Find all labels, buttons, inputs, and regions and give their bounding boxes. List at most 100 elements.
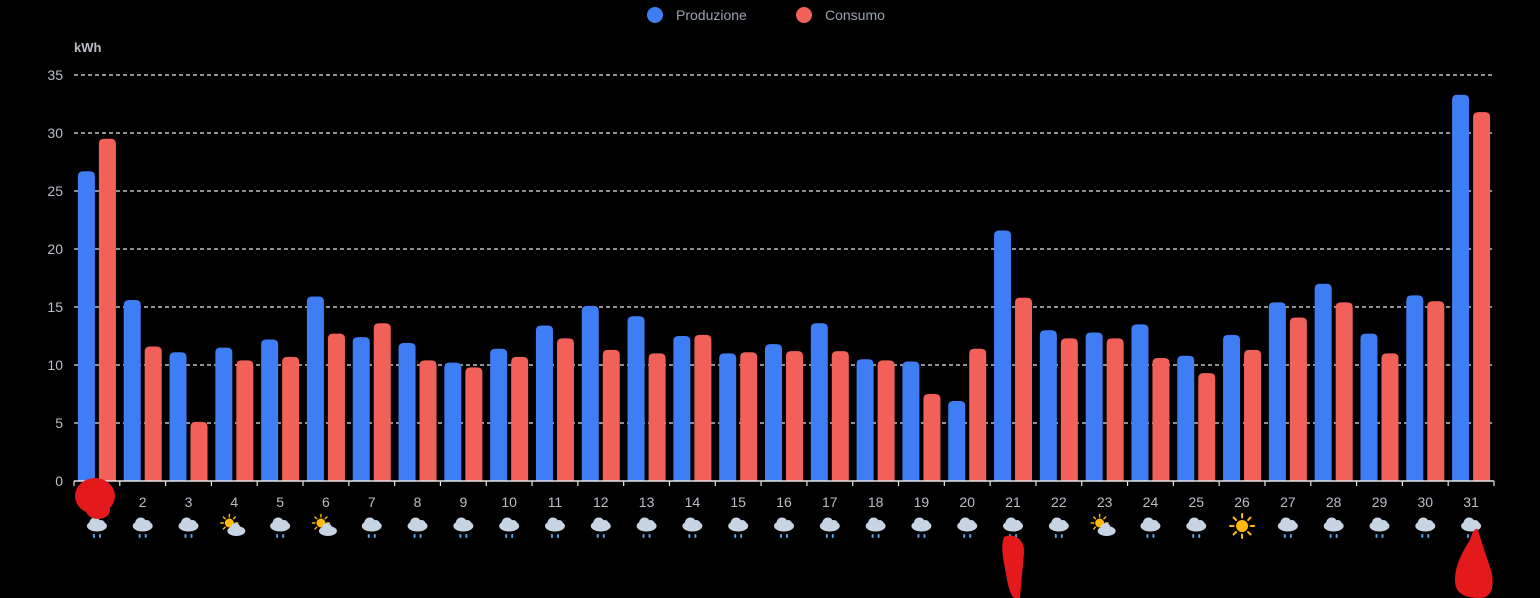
- x-axis-ticks: 1234567891011121314151617181920212223242…: [73, 481, 1495, 510]
- bar-consumo-19[interactable]: [923, 394, 941, 481]
- rain-weather-icon: [453, 517, 474, 538]
- bar-consumo-1[interactable]: [98, 138, 116, 482]
- x-tick-label: 8: [414, 494, 422, 510]
- rain-weather-icon: [270, 517, 291, 538]
- bar-produzione-4[interactable]: [215, 347, 233, 481]
- bar-produzione-28[interactable]: [1314, 283, 1332, 481]
- x-tick-label: 25: [1188, 494, 1204, 510]
- bar-produzione-8[interactable]: [398, 342, 416, 481]
- bar-consumo-31[interactable]: [1473, 112, 1491, 482]
- bar-consumo-23[interactable]: [1106, 338, 1124, 481]
- bar-produzione-29[interactable]: [1360, 333, 1378, 481]
- bar-consumo-14[interactable]: [694, 334, 712, 481]
- bar-produzione-27[interactable]: [1268, 302, 1286, 481]
- x-tick-label: 20: [959, 494, 975, 510]
- x-tick-label: 26: [1234, 494, 1250, 510]
- x-tick-label: 16: [776, 494, 792, 510]
- bar-produzione-15[interactable]: [719, 353, 737, 481]
- rain-weather-icon: [1415, 517, 1436, 538]
- bar-consumo-4[interactable]: [236, 360, 254, 481]
- rain-weather-icon: [590, 517, 611, 538]
- rain-weather-icon: [865, 517, 886, 538]
- bar-produzione-9[interactable]: [444, 362, 462, 481]
- partly-cloudy-weather-icon: [220, 513, 246, 536]
- bar-consumo-24[interactable]: [1152, 358, 1170, 481]
- bar-produzione-24[interactable]: [1131, 324, 1149, 481]
- bar-consumo-25[interactable]: [1198, 373, 1216, 481]
- x-tick-label: 19: [914, 494, 930, 510]
- bar-produzione-17[interactable]: [810, 323, 828, 481]
- bar-produzione-1[interactable]: [77, 171, 95, 481]
- bar-produzione-2[interactable]: [123, 300, 141, 481]
- rain-weather-icon: [1277, 517, 1298, 538]
- bar-consumo-15[interactable]: [740, 352, 758, 481]
- legend-item-produzione[interactable]: Produzione: [647, 7, 747, 23]
- bar-consumo-26[interactable]: [1244, 349, 1262, 481]
- x-tick-label: 9: [459, 494, 467, 510]
- x-tick-label: 14: [685, 494, 701, 510]
- y-tick-label: 20: [47, 241, 63, 257]
- bar-consumo-9[interactable]: [465, 367, 483, 481]
- bar-produzione-25[interactable]: [1177, 355, 1195, 481]
- bar-consumo-29[interactable]: [1381, 353, 1399, 481]
- bar-consumo-3[interactable]: [190, 421, 208, 481]
- bar-consumo-30[interactable]: [1427, 301, 1445, 481]
- rain-weather-icon: [86, 517, 107, 538]
- bar-produzione-30[interactable]: [1406, 295, 1424, 481]
- bar-consumo-12[interactable]: [602, 349, 620, 481]
- bar-produzione-7[interactable]: [352, 337, 370, 481]
- bar-consumo-8[interactable]: [419, 360, 437, 481]
- bar-produzione-5[interactable]: [261, 339, 279, 481]
- bar-produzione-22[interactable]: [1039, 330, 1057, 481]
- bar-produzione-16[interactable]: [765, 344, 782, 481]
- bar-produzione-21[interactable]: [994, 230, 1012, 481]
- bar-produzione-19[interactable]: [902, 361, 920, 481]
- rain-weather-icon: [178, 517, 199, 538]
- bar-consumo-10[interactable]: [511, 356, 529, 481]
- y-tick-label: 0: [55, 473, 63, 489]
- rain-weather-icon: [1461, 517, 1482, 538]
- x-tick-label: 23: [1097, 494, 1113, 510]
- bar-produzione-14[interactable]: [673, 336, 691, 481]
- rain-weather-icon: [407, 517, 428, 538]
- bar-consumo-17[interactable]: [831, 351, 849, 481]
- y-tick-label: 35: [47, 67, 63, 83]
- x-tick-label: 31: [1463, 494, 1479, 510]
- bar-produzione-20[interactable]: [948, 400, 966, 481]
- x-tick-label: 22: [1051, 494, 1067, 510]
- bar-consumo-27[interactable]: [1289, 317, 1307, 481]
- bar-consumo-28[interactable]: [1335, 302, 1353, 481]
- weather-icons: [86, 513, 1482, 539]
- rain-weather-icon: [361, 517, 382, 538]
- bar-consumo-21[interactable]: [1015, 297, 1033, 481]
- bar-consumo-7[interactable]: [373, 323, 391, 481]
- rain-weather-icon: [957, 517, 978, 538]
- bar-consumo-22[interactable]: [1060, 338, 1078, 481]
- bar-consumo-13[interactable]: [648, 353, 666, 481]
- bar-consumo-5[interactable]: [282, 356, 300, 481]
- bar-consumo-11[interactable]: [556, 338, 574, 481]
- partly-cloudy-weather-icon: [311, 513, 337, 536]
- x-tick-label: 17: [822, 494, 838, 510]
- bar-consumo-2[interactable]: [144, 346, 162, 481]
- bar-produzione-26[interactable]: [1223, 334, 1241, 481]
- x-tick-label: 24: [1143, 494, 1159, 510]
- x-tick-label: 7: [368, 494, 376, 510]
- bar-produzione-11[interactable]: [535, 325, 553, 481]
- bar-produzione-12[interactable]: [581, 305, 599, 481]
- bar-produzione-6[interactable]: [306, 296, 324, 481]
- bar-produzione-23[interactable]: [1085, 332, 1103, 481]
- rain-weather-icon: [1186, 517, 1207, 538]
- rain-weather-icon: [911, 517, 932, 538]
- legend-item-consumo[interactable]: Consumo: [796, 7, 885, 23]
- bar-consumo-20[interactable]: [969, 348, 987, 481]
- bar-consumo-6[interactable]: [327, 333, 345, 481]
- bar-produzione-13[interactable]: [627, 316, 645, 481]
- bar-produzione-18[interactable]: [856, 359, 874, 481]
- bar-consumo-16[interactable]: [786, 351, 803, 481]
- bar-consumo-18[interactable]: [877, 360, 895, 481]
- bar-produzione-31[interactable]: [1452, 94, 1470, 481]
- y-tick-label: 15: [47, 299, 63, 315]
- bar-produzione-10[interactable]: [490, 348, 508, 481]
- bar-produzione-3[interactable]: [169, 352, 187, 481]
